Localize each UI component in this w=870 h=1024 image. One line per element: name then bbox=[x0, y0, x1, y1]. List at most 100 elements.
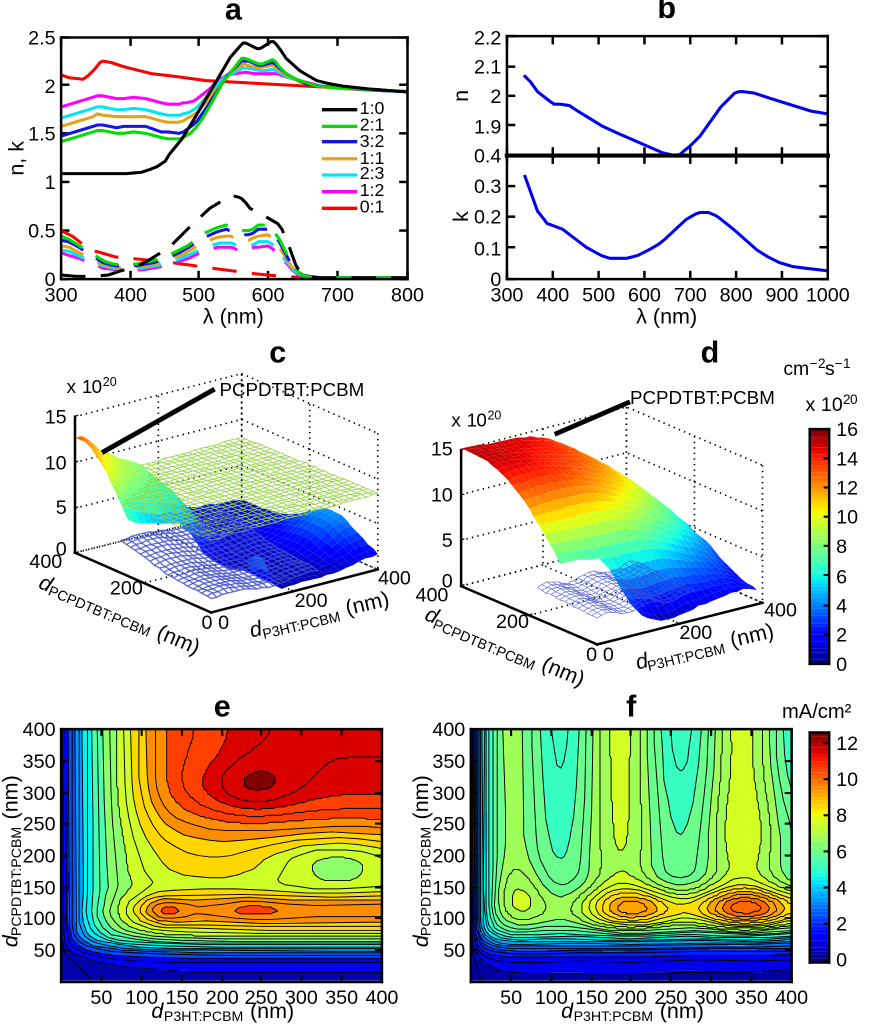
svg-text:f: f bbox=[626, 690, 637, 724]
svg-text:1:2: 1:2 bbox=[360, 180, 385, 200]
svg-text:0: 0 bbox=[836, 654, 847, 676]
svg-text:x 1 0 2: x 1 0 2 0 bbox=[67, 366, 117, 398]
svg-text:2.5: 2.5 bbox=[28, 27, 55, 49]
svg-text:300: 300 bbox=[432, 783, 465, 805]
svg-text:150: 150 bbox=[432, 877, 465, 899]
svg-text:400: 400 bbox=[23, 719, 56, 741]
svg-text:200: 200 bbox=[23, 846, 56, 868]
svg-text:8: 8 bbox=[836, 536, 847, 558]
svg-text:350: 350 bbox=[23, 751, 56, 773]
svg-text:0.5: 0.5 bbox=[28, 220, 55, 242]
svg-text:300: 300 bbox=[490, 284, 523, 306]
svg-text:900: 900 bbox=[765, 284, 798, 306]
svg-text:800: 800 bbox=[720, 284, 753, 306]
svg-text:0: 0 bbox=[201, 612, 212, 634]
svg-text:2: 2 bbox=[836, 625, 847, 647]
svg-text:350: 350 bbox=[735, 987, 768, 1009]
svg-text:n, k: n, k bbox=[5, 141, 29, 176]
svg-text:250: 250 bbox=[432, 814, 465, 836]
svg-text:400: 400 bbox=[29, 551, 62, 573]
svg-text:2.2: 2.2 bbox=[474, 27, 501, 49]
svg-text:0: 0 bbox=[442, 571, 453, 593]
svg-text:100: 100 bbox=[125, 987, 158, 1009]
svg-text:1.5: 1.5 bbox=[28, 123, 55, 145]
svg-text:0: 0 bbox=[603, 644, 614, 666]
svg-text:8: 8 bbox=[836, 805, 847, 827]
svg-text:100: 100 bbox=[23, 908, 56, 930]
svg-text:(nm): (nm) bbox=[0, 775, 23, 819]
svg-text:350: 350 bbox=[432, 751, 465, 773]
svg-text:0: 0 bbox=[836, 950, 847, 972]
svg-text:2:3: 2:3 bbox=[360, 163, 385, 183]
svg-text:0.1: 0.1 bbox=[474, 239, 501, 261]
svg-text:mA/cm²: mA/cm² bbox=[782, 701, 852, 723]
svg-text:400: 400 bbox=[775, 987, 808, 1009]
svg-text:PCPDTBT:PCBM: PCPDTBT:PCBM bbox=[419, 827, 435, 936]
svg-text:4: 4 bbox=[836, 877, 847, 899]
svg-text:5: 5 bbox=[56, 497, 67, 519]
svg-text:λ (nm): λ (nm) bbox=[636, 305, 697, 329]
svg-text:50: 50 bbox=[34, 940, 56, 962]
svg-text:500: 500 bbox=[182, 284, 215, 306]
svg-text:c m s − 2: c m s − 2 − 1 bbox=[783, 348, 850, 380]
svg-text:4: 4 bbox=[836, 596, 847, 618]
svg-text:50: 50 bbox=[500, 987, 522, 1009]
svg-text:2: 2 bbox=[836, 914, 847, 936]
svg-text:d: d bbox=[409, 934, 433, 947]
svg-text:0: 0 bbox=[45, 269, 56, 291]
svg-text:200: 200 bbox=[679, 622, 712, 644]
svg-text:0: 0 bbox=[586, 644, 597, 666]
svg-text:PCPDTBT:PCBM: PCPDTBT:PCBM bbox=[9, 827, 25, 936]
svg-text:10: 10 bbox=[836, 769, 858, 791]
svg-text:0.2: 0.2 bbox=[474, 207, 501, 229]
svg-text:150: 150 bbox=[23, 877, 56, 899]
svg-text:400: 400 bbox=[536, 284, 569, 306]
svg-text:(nm): (nm) bbox=[409, 775, 433, 819]
svg-text:2.1: 2.1 bbox=[474, 57, 501, 79]
svg-text:6: 6 bbox=[836, 841, 847, 863]
svg-text:x 1 0 2: x 1 0 2 0 bbox=[806, 384, 858, 416]
svg-text:a: a bbox=[225, 0, 243, 26]
svg-text:10: 10 bbox=[45, 452, 67, 474]
svg-text:1.9: 1.9 bbox=[474, 116, 501, 138]
svg-text:d: d bbox=[0, 934, 23, 947]
svg-text:50: 50 bbox=[90, 987, 112, 1009]
svg-text:50: 50 bbox=[443, 940, 465, 962]
svg-text:16: 16 bbox=[836, 419, 858, 441]
svg-text:250: 250 bbox=[23, 814, 56, 836]
svg-text:10: 10 bbox=[836, 507, 858, 529]
svg-text:P3HT:PCBM: P3HT:PCBM bbox=[574, 1009, 653, 1024]
svg-text:1:1: 1:1 bbox=[360, 148, 385, 168]
svg-text:400: 400 bbox=[114, 284, 147, 306]
svg-text:P3HT:PCBM: P3HT:PCBM bbox=[164, 1009, 243, 1024]
svg-text:1:0: 1:0 bbox=[360, 98, 385, 118]
svg-text:200: 200 bbox=[295, 590, 328, 612]
svg-text:0.4: 0.4 bbox=[474, 146, 501, 168]
svg-text:2: 2 bbox=[45, 76, 56, 98]
svg-text:200: 200 bbox=[496, 611, 529, 633]
svg-text:10: 10 bbox=[431, 484, 453, 506]
svg-text:300: 300 bbox=[695, 987, 728, 1009]
svg-text:200: 200 bbox=[206, 987, 239, 1009]
svg-text:6: 6 bbox=[836, 566, 847, 588]
svg-text:300: 300 bbox=[285, 987, 318, 1009]
svg-text:15: 15 bbox=[431, 439, 453, 461]
svg-text:b: b bbox=[657, 0, 676, 25]
svg-text:1: 1 bbox=[45, 172, 56, 194]
svg-text:λ (nm): λ (nm) bbox=[203, 305, 264, 329]
svg-text:150: 150 bbox=[165, 987, 198, 1009]
svg-text:2: 2 bbox=[490, 86, 501, 108]
svg-text:5: 5 bbox=[442, 530, 453, 552]
svg-text:700: 700 bbox=[321, 284, 354, 306]
svg-text:200: 200 bbox=[110, 577, 143, 599]
svg-text:600: 600 bbox=[252, 284, 285, 306]
svg-text:250: 250 bbox=[654, 987, 687, 1009]
svg-text:e: e bbox=[214, 690, 231, 724]
svg-text:400: 400 bbox=[764, 600, 797, 622]
svg-text:100: 100 bbox=[432, 908, 465, 930]
svg-text:d: d bbox=[701, 336, 720, 370]
svg-text:2:1: 2:1 bbox=[360, 115, 385, 135]
svg-text:d: d bbox=[561, 999, 574, 1023]
svg-text:c: c bbox=[269, 336, 286, 370]
svg-text:3:2: 3:2 bbox=[360, 131, 385, 151]
